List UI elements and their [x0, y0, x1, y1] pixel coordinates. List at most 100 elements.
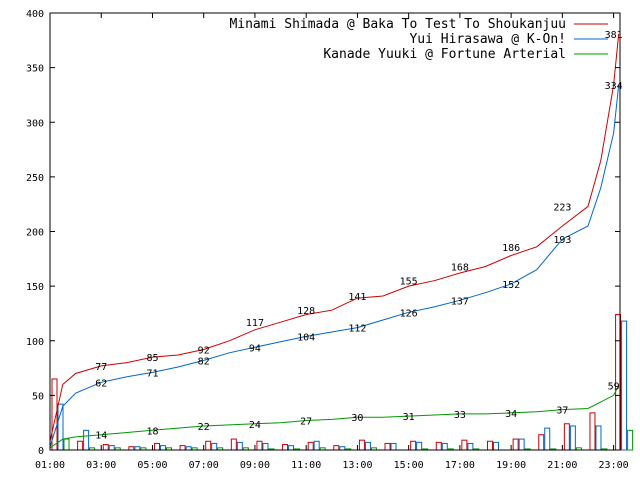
legend-label: Kanade Yuuki @ Fortune Arterial	[323, 47, 566, 62]
bar	[211, 442, 218, 451]
bar	[410, 440, 417, 451]
data-label: 77	[95, 362, 107, 373]
bar	[595, 425, 602, 451]
legend-label: Yui Hirasawa @ K-On!	[409, 32, 566, 47]
y-tick-label: 250	[26, 173, 44, 184]
bar	[538, 434, 545, 451]
x-tick-label: 19:00	[496, 460, 526, 471]
bar	[493, 441, 500, 451]
data-label: 186	[502, 243, 520, 254]
data-label: 137	[451, 296, 469, 307]
data-label: 112	[348, 324, 366, 335]
bar	[621, 320, 628, 451]
bar	[333, 445, 340, 451]
y-tick-label: 350	[26, 64, 44, 75]
bar	[159, 445, 166, 451]
x-tick-label: 05:00	[137, 460, 167, 471]
y-tick-label: 150	[26, 282, 44, 293]
bar	[569, 425, 576, 451]
bar	[282, 444, 289, 451]
data-label: 33	[454, 410, 466, 421]
data-label: 85	[146, 353, 158, 364]
bar	[518, 438, 525, 451]
data-label: 223	[553, 202, 571, 213]
data-label: 126	[400, 308, 418, 319]
bar	[205, 440, 212, 451]
series-line	[49, 385, 620, 449]
series-line	[49, 85, 620, 447]
bar	[77, 440, 84, 451]
data-label: 82	[198, 356, 210, 367]
bars-layer	[51, 314, 634, 451]
bar	[364, 441, 371, 451]
data-label: 155	[400, 277, 418, 288]
x-tick-label: 09:00	[240, 460, 270, 471]
data-labels-layer: 77 85 92 117 128 141 155 168 186 223 381 62 71 82 94 10…	[95, 30, 622, 442]
data-label: 59	[608, 382, 620, 393]
bar	[544, 427, 551, 451]
series-line	[49, 33, 620, 442]
legend-label: Minami Shimada @ Baka To Test To Shoukan…	[229, 17, 566, 32]
data-label: 30	[351, 413, 363, 424]
data-label: 22	[198, 422, 210, 433]
bar	[262, 442, 269, 451]
data-label: 152	[502, 280, 520, 291]
data-label: 62	[95, 378, 107, 389]
y-tick-label: 300	[26, 118, 44, 129]
x-tick-label: 21:00	[547, 460, 577, 471]
data-label: 128	[297, 306, 315, 317]
bar	[63, 438, 70, 451]
bar	[83, 429, 90, 451]
x-tick-label: 11:00	[291, 460, 321, 471]
y-tick-label: 100	[26, 337, 44, 348]
bar	[390, 442, 397, 451]
x-tick-label: 01:00	[35, 460, 65, 471]
data-label: 117	[246, 318, 264, 329]
data-label: 334	[605, 81, 623, 92]
data-label: 94	[249, 343, 261, 354]
x-tick-label: 07:00	[189, 460, 219, 471]
bar	[441, 442, 448, 451]
bar	[467, 442, 474, 451]
bar	[487, 440, 494, 451]
x-tick-label: 23:00	[599, 460, 629, 471]
bar	[416, 441, 423, 451]
bar	[179, 445, 186, 451]
bar	[358, 439, 365, 451]
data-label: 34	[505, 409, 517, 420]
bar	[108, 445, 115, 451]
data-label: 168	[451, 262, 469, 273]
data-label: 27	[300, 417, 312, 428]
data-label: 37	[556, 406, 568, 417]
data-label: 104	[297, 332, 315, 343]
x-tick-label: 03:00	[86, 460, 116, 471]
y-tick-label: 50	[32, 391, 44, 402]
y-tick-label: 200	[26, 228, 44, 239]
bar	[512, 438, 519, 451]
bar	[589, 412, 596, 451]
bar	[153, 442, 160, 451]
bar	[57, 403, 64, 451]
bar	[288, 445, 295, 451]
data-label: 141	[348, 292, 366, 303]
legend: Minami Shimada @ Baka To Test To Shoukan…	[229, 17, 608, 62]
lines-layer	[49, 33, 620, 449]
bar	[384, 442, 391, 451]
data-label: 193	[553, 235, 571, 246]
bar	[627, 429, 634, 451]
bar	[563, 423, 570, 451]
bar	[230, 438, 237, 451]
data-label: 14	[95, 431, 107, 442]
data-label: 71	[146, 368, 158, 379]
x-tick-label: 13:00	[342, 460, 372, 471]
axes-layer: 0 50 100 150 200 250 300 350 400 01:00 03:00 05:00 0…	[26, 9, 629, 471]
bar	[461, 439, 468, 451]
data-label: 381	[605, 30, 623, 41]
bar	[236, 441, 243, 451]
data-label: 18	[146, 426, 158, 437]
data-label: 31	[403, 412, 415, 423]
x-tick-label: 17:00	[445, 460, 475, 471]
plot-frame	[49, 12, 621, 451]
data-label: 92	[198, 345, 210, 356]
